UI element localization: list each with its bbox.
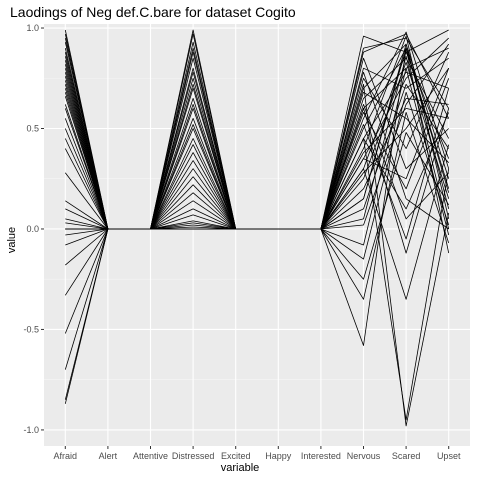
y-tick-label: 0.0: [26, 224, 39, 234]
y-tick-labels: -1.0 -0.5 0.0 0.5 1.0: [23, 23, 39, 435]
x-tick-label: Excited: [221, 451, 251, 461]
x-tick-label: Scared: [392, 451, 421, 461]
y-tick-marks: [41, 27, 44, 431]
x-axis-label: variable: [220, 462, 260, 474]
series-line-40: [65, 71, 449, 230]
y-tick-label: -0.5: [23, 324, 39, 334]
chart-title: Laodings of Neg def.C.bare for dataset C…: [10, 4, 296, 20]
y-tick-label: -1.0: [23, 425, 39, 435]
x-tick-label: Distressed: [172, 451, 215, 461]
x-tick-label: Attentive: [133, 451, 168, 461]
y-tick-label: 1.0: [26, 23, 39, 33]
x-tick-marks: [64, 446, 450, 449]
x-tick-label: Afraid: [54, 451, 78, 461]
y-tick-label: 0.5: [26, 123, 39, 133]
x-tick-label: Nervous: [347, 451, 381, 461]
series-lines: [64, 29, 450, 427]
x-tick-labels: Afraid Alert Attentive Distressed Excited Hap…: [54, 451, 461, 461]
x-tick-label: Alert: [99, 451, 118, 461]
x-tick-label: Upset: [437, 451, 461, 461]
x-tick-label: Interested: [301, 451, 341, 461]
x-tick-label: Happy: [265, 451, 292, 461]
